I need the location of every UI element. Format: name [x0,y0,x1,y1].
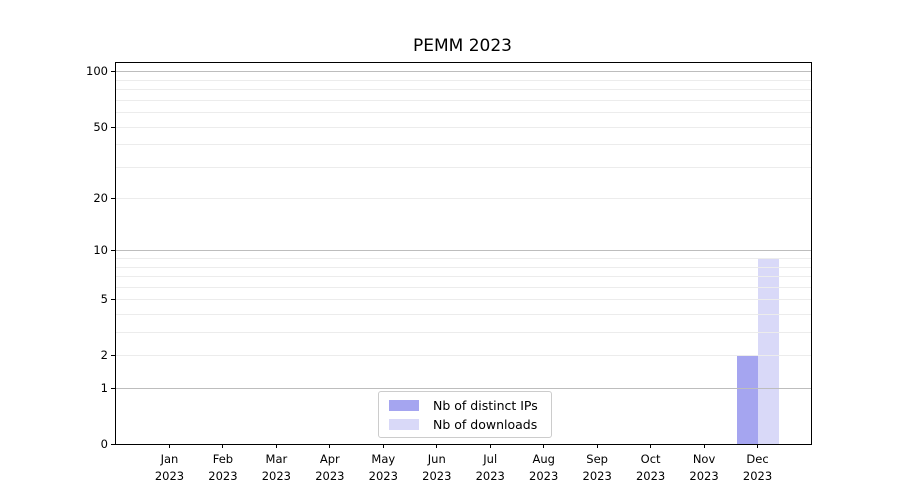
x-tick-year: 2023 [475,469,505,483]
y-tick-label: 1 [100,381,108,396]
y-tick-mark [111,355,115,357]
gridline-minor [116,276,811,278]
x-tick-mark [329,444,331,448]
x-tick-label: Aug 2023 [512,451,576,485]
legend-entry-downloads: Nb of downloads [389,415,543,434]
y-tick-mark [111,198,115,200]
x-tick-label: Mar 2023 [244,451,308,485]
legend-label-downloads: Nb of downloads [433,417,538,432]
x-tick-label: Sep 2023 [565,451,629,485]
x-tick-month: Apr [319,452,340,466]
y-tick-label: 0 [100,437,108,451]
x-tick-label: Apr 2023 [298,451,362,485]
x-tick-label: Dec 2023 [726,451,790,485]
legend-entry-distinct-ips: Nb of distinct IPs [389,396,543,415]
x-tick-mark [650,444,652,448]
x-tick-mark [168,444,170,448]
x-tick-month: Oct [640,452,661,466]
y-tick-label: 50 [93,119,108,134]
x-tick-label: May 2023 [351,451,415,485]
x-tick-mark [703,444,705,448]
gridline-minor [116,79,811,81]
x-tick-month: Feb [212,452,234,466]
y-tick-mark [111,71,115,73]
gridline-minor [116,99,811,101]
legend-swatch-downloads [389,419,419,430]
chart-title: PEMM 2023 [413,36,512,56]
gridline-minor [116,198,811,200]
x-tick-year: 2023 [582,469,612,483]
x-tick-mark [757,444,759,448]
x-tick-month: Nov [692,452,716,466]
gridline-major [116,71,811,73]
y-tick-mark [111,250,115,252]
x-tick-year: 2023 [208,469,238,483]
y-tick-label: 100 [86,64,108,79]
x-tick-month: Aug [532,452,555,466]
x-tick-year: 2023 [635,469,666,483]
gridline-minor [116,166,811,168]
x-tick-month: Jul [483,452,498,466]
y-tick-mark [111,299,115,301]
x-tick-month: Jun [427,452,446,466]
x-tick-mark [596,444,598,448]
y-tick-label: 5 [100,292,108,307]
bar-downloads [757,258,779,444]
x-tick-month: Dec [746,452,769,466]
gridline-minor [116,266,811,268]
y-tick-label: 20 [93,191,108,206]
x-tick-mark [436,444,438,448]
x-tick-label: Jun 2023 [405,451,469,485]
x-tick-mark [382,444,384,448]
x-tick-month: Sep [586,452,608,466]
bar-distinct-ips [736,355,758,444]
x-tick-label: Oct 2023 [619,451,683,485]
x-tick-month: May [371,452,396,466]
legend-label-distinct-ips: Nb of distinct IPs [433,398,538,413]
gridline-minor [116,126,811,128]
x-tick-mark [543,444,545,448]
x-tick-year: 2023 [742,469,773,483]
y-tick-label: 10 [93,243,108,258]
gridline-minor [116,258,811,260]
gridline-major [116,250,811,252]
x-tick-year: 2023 [261,469,292,483]
gridline-minor [116,144,811,146]
x-tick-mark [489,444,491,448]
y-tick-mark [111,126,115,128]
y-tick-label: 2 [100,348,108,363]
x-tick-year: 2023 [689,469,719,483]
y-tick-mark [111,388,115,390]
x-tick-label: Jul 2023 [458,451,522,485]
x-tick-month: Mar [265,452,288,466]
x-tick-label: Jan 2023 [137,451,201,485]
x-tick-mark [275,444,277,448]
plot-area: 0 1 2 5 10 20 50 100 Jan 2023 Feb 2023 Mar 2023 Apr 202… [86,62,812,483]
gridline-minor [116,299,811,301]
x-tick-year: 2023 [315,469,345,483]
x-tick-year: 2023 [368,469,398,483]
gridline-minor [116,112,811,114]
gridline-minor [116,355,811,357]
legend: Nb of distinct IPs Nb of downloads [378,391,552,438]
x-tick-month: Jan [160,452,179,466]
legend-swatch-distinct-ips [389,400,419,411]
x-tick-year: 2023 [422,469,452,483]
gridline-major [116,388,811,390]
gridline-minor [116,286,811,288]
gridline-minor [116,332,811,334]
y-tick-mark [111,444,115,445]
gridline-minor [116,314,811,316]
x-tick-year: 2023 [529,469,559,483]
x-tick-label: Nov 2023 [672,451,736,485]
x-tick-mark [222,444,224,448]
x-tick-label: Feb 2023 [191,451,255,485]
x-tick-year: 2023 [154,469,185,483]
gridline-minor [116,89,811,91]
